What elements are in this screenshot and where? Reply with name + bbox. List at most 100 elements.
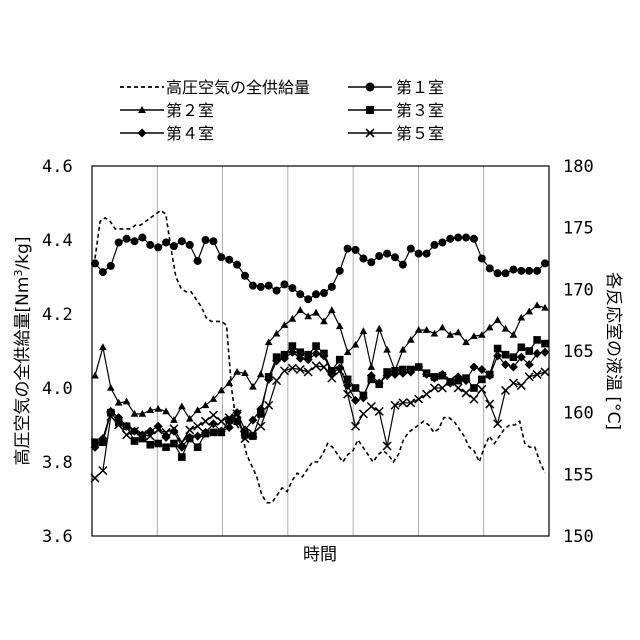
data-point [399,261,407,269]
data-point [541,259,549,267]
data-point [525,308,533,315]
data-point [123,431,131,439]
data-point [123,235,131,243]
legend-label-chamber-2: 第２室 [166,101,214,120]
data-point [304,368,312,376]
data-point [115,238,123,246]
data-point [462,389,470,397]
data-point [162,238,170,246]
data-point [312,309,320,316]
data-point [210,429,218,437]
data-point [502,386,510,394]
data-point [233,368,241,375]
data-point [194,257,202,265]
data-point [533,370,541,378]
left-tick-label: 4.6 [42,157,73,177]
data-point [99,343,107,350]
data-point [107,384,115,391]
data-point [486,264,494,272]
data-point [525,267,533,275]
data-point [194,406,202,413]
left-tick-label: 3.6 [42,527,73,547]
data-point [518,314,526,321]
data-point [423,250,431,258]
left-axis-title: 高圧空気の全供給量[Nm3/kg] [12,237,34,466]
left-tick-label: 4.4 [42,231,73,251]
data-point [123,398,131,405]
data-point [391,253,399,261]
data-point [296,290,304,298]
data-point [280,280,288,288]
legend-label-chamber-5: 第５室 [396,124,444,143]
data-point [470,384,478,392]
data-point [312,342,320,350]
right-axis-title: 各反応室の液温 [°C] [603,272,623,430]
data-point [494,345,502,353]
data-point [249,282,257,290]
data-point [375,252,383,260]
data-point [375,325,383,332]
data-point [469,363,478,372]
right-tick-label: 170 [563,280,594,300]
data-point [304,295,312,303]
right-axis-ticks: 150155160165170175180 [563,157,594,547]
legend-label-chamber-4: 第４室 [166,124,214,143]
data-point [233,261,241,269]
legend: 高圧空気の全供給量 第１室 第２室 第３室 第４室 第５室 [120,78,444,143]
data-point [462,234,470,242]
data-point [494,269,502,277]
data-point [194,422,202,430]
legend-label-chamber-3: 第３室 [396,101,444,120]
data-point [186,241,194,249]
data-point [320,289,328,297]
legend-item-supply: 高圧空気の全供給量 [120,78,310,97]
data-point [344,245,352,253]
data-point [170,440,178,448]
data-point [494,420,502,428]
data-point [368,363,376,370]
data-point [296,306,304,313]
series-chamber-1-line [95,238,545,300]
data-point [510,331,518,338]
data-point [225,256,233,264]
series-total-supply-line [95,210,545,502]
data-point [494,316,502,323]
data-point [209,237,217,245]
left-axis-title-rest: /kg] [13,237,33,270]
data-point [146,441,154,449]
data-point [202,417,210,425]
data-point [265,401,273,409]
data-point [241,272,249,280]
data-point [359,410,367,418]
data-point [510,353,518,361]
data-point [478,385,486,393]
series-chamber-5-line [95,366,545,478]
data-point [162,443,170,451]
data-point [170,242,178,250]
data-point [509,379,517,387]
data-point [407,245,415,253]
data-point [131,437,139,445]
data-point [430,241,438,249]
data-point [439,324,447,331]
data-point [415,250,423,258]
data-point [178,403,186,410]
data-point [146,241,154,249]
data-point [360,327,368,334]
data-point [217,253,225,261]
data-point [454,384,462,392]
data-point [178,453,186,461]
data-point [352,246,360,254]
data-point [533,267,541,275]
data-point [470,235,478,243]
left-tick-label: 3.8 [42,453,73,473]
data-point [375,407,383,415]
data-point [154,243,162,251]
data-point [328,306,336,313]
data-point [178,237,186,245]
data-point [541,340,549,348]
right-tick-label: 175 [563,219,594,239]
data-point [525,347,533,355]
data-point [502,351,510,359]
data-point [336,267,344,275]
